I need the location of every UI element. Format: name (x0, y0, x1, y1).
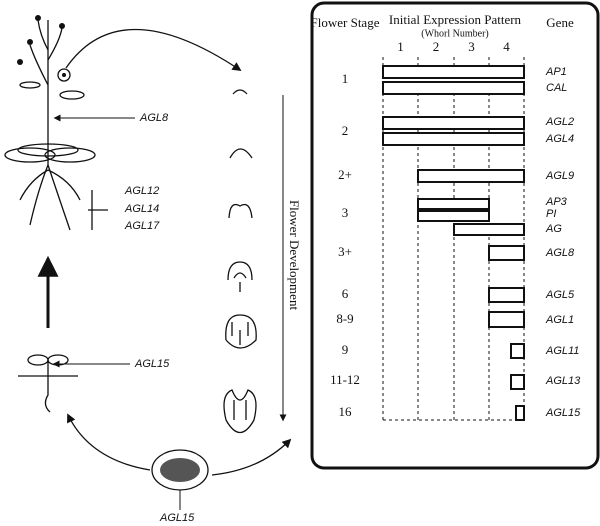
plant-label: AGL15 (159, 512, 195, 524)
plant-drawings (5, 15, 290, 510)
expression-bar (516, 406, 524, 420)
flower-stage: 3 (342, 205, 349, 220)
pattern-header: Initial Expression Pattern (389, 12, 522, 27)
plant-label: AGL15 (134, 358, 170, 370)
flower-stage: 6 (342, 286, 349, 301)
expression-bar (454, 224, 524, 235)
expression-bar (418, 199, 489, 209)
expression-table: Flower Stage Initial Expression Pattern … (311, 12, 574, 39)
flower-stage: 2 (342, 123, 349, 138)
expression-bar (383, 82, 524, 94)
whorl-number: 2 (433, 39, 440, 54)
gene-name: CAL (546, 82, 567, 94)
gene-name: AGL13 (545, 375, 581, 387)
gene-header: Gene (546, 15, 574, 30)
plant-label: AGL12 (124, 185, 159, 197)
stage-header: Flower Stage (311, 15, 380, 30)
gene-name: AGL11 (545, 345, 579, 357)
gene-name: AGL8 (545, 247, 575, 259)
flower-stage: 16 (339, 404, 353, 419)
flower-stage: 2+ (338, 167, 352, 182)
flower-stage: 1 (342, 71, 349, 86)
diagram: AGL8 AGL12 AGL14 AGL17 AGL15 AGL15 Flowe… (0, 0, 600, 526)
expression-bar (511, 344, 524, 358)
gene-name: AP1 (545, 66, 567, 78)
gene-name: AGL2 (545, 116, 574, 128)
flower-stage: 3+ (338, 244, 352, 259)
expression-bar (489, 312, 524, 327)
gene-name: AGL5 (545, 289, 575, 301)
gene-name: AP3 (545, 196, 568, 208)
expression-bar (489, 288, 524, 302)
expression-bar (383, 117, 524, 129)
plant-label: AGL17 (124, 220, 160, 232)
expression-bar (511, 375, 524, 389)
whorl-number: 4 (503, 39, 510, 54)
plant-label: AGL8 (139, 112, 169, 124)
gene-name: AGL9 (545, 170, 574, 182)
flower-stage: 8-9 (336, 311, 353, 326)
gene-name: AG (545, 223, 562, 235)
plant-label: AGL14 (124, 203, 159, 215)
expression-bar (489, 246, 524, 260)
flower-stage: 9 (342, 342, 349, 357)
gene-name: AGL1 (545, 314, 574, 326)
gene-name: AGL4 (545, 133, 574, 145)
expression-bar (418, 170, 524, 182)
flower-development-label: Flower Development (287, 200, 302, 311)
expression-bar (418, 211, 489, 221)
flower-stage: 11-12 (330, 372, 360, 387)
whorl-number: 1 (397, 39, 404, 54)
expression-bar (383, 133, 524, 145)
expression-bar (383, 66, 524, 78)
whorl-number: 3 (468, 39, 475, 54)
gene-name: AGL15 (545, 407, 581, 419)
whorl-header: (Whorl Number) (421, 28, 488, 39)
gene-name: PI (546, 208, 556, 220)
